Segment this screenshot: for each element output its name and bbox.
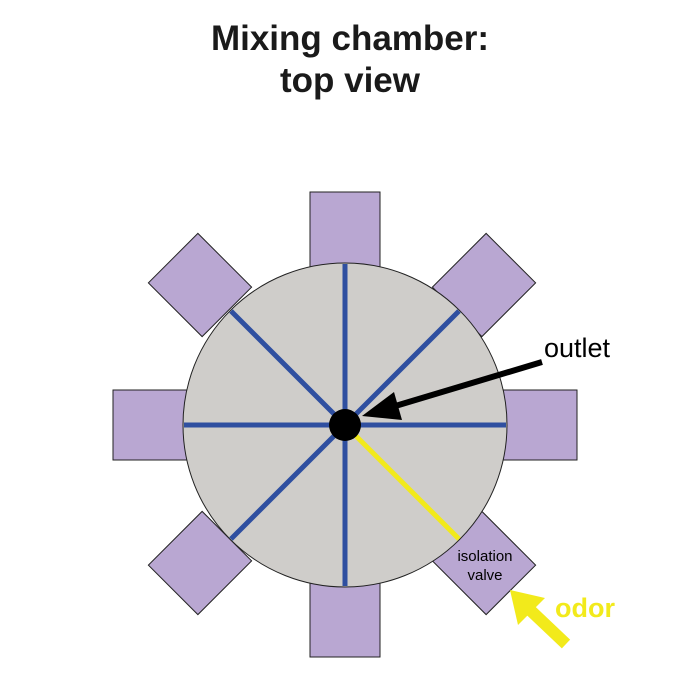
outlet-hole — [329, 409, 361, 441]
valve-left — [112, 389, 192, 461]
odor-channel — [343, 423, 461, 541]
isolation-valve-label-line-1: isolation — [457, 548, 512, 565]
divider-diag-down-left — [229, 423, 347, 541]
isolation-valve-label-line-2: valve — [467, 567, 502, 584]
odor-label: odor — [555, 593, 615, 623]
title-line-2: top view — [279, 61, 421, 100]
valve-top-left — [147, 232, 253, 338]
divider-diag-up-right — [343, 309, 461, 427]
outlet-arrow — [362, 359, 543, 420]
outlet-label: outlet — [544, 333, 611, 363]
divider-diag-up-left — [229, 309, 347, 427]
title-line-1: Mixing chamber: — [210, 19, 490, 58]
odor-arrow — [510, 590, 571, 649]
diagram-title: Mixing chamber: top view — [0, 18, 700, 102]
valve-right — [499, 389, 578, 461]
valve-top — [309, 191, 381, 271]
chamber-dividers — [184, 264, 506, 586]
valve-bottom — [309, 581, 381, 658]
